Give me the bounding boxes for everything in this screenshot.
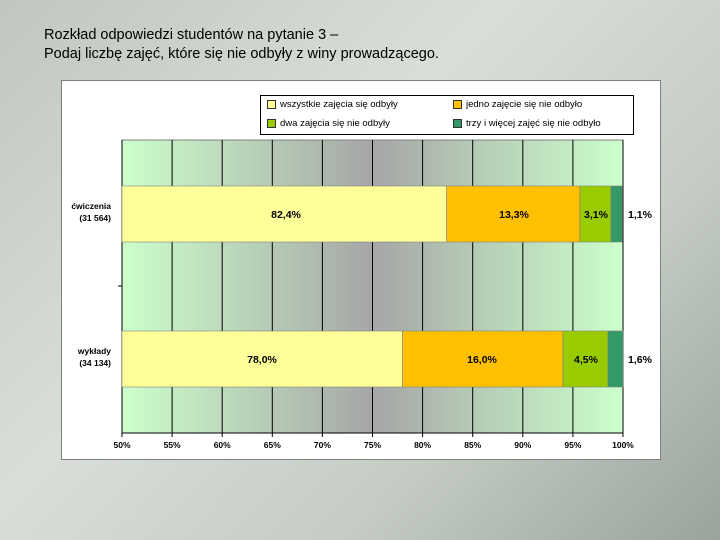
x-tick-label: 100% xyxy=(612,440,634,450)
category-label: wykłady xyxy=(77,346,111,356)
x-tick-label: 50% xyxy=(113,440,130,450)
data-label: 82,4% xyxy=(271,209,301,221)
bar-segment xyxy=(562,330,609,388)
bar-segment xyxy=(121,330,403,388)
x-tick-label: 95% xyxy=(564,440,581,450)
category-label: ćwiczenia xyxy=(71,201,111,211)
category-sublabel: (31 564) xyxy=(79,213,111,223)
legend-swatch xyxy=(453,119,462,128)
bar-segment xyxy=(579,185,612,243)
legend-label: jedno zajęcie się nie odbyło xyxy=(466,99,583,110)
data-label: 1,6% xyxy=(628,354,653,366)
slide-title-line-1: Rozkład odpowiedzi studentów na pytanie … xyxy=(44,27,339,43)
legend-item-three-plus-missed: trzy i więcej zajęć się nie odbyło xyxy=(453,118,601,129)
legend-label: dwa zajęcia się nie odbyły xyxy=(280,118,390,129)
legend-label: trzy i więcej zajęć się nie odbyło xyxy=(466,118,601,129)
slide-title-line-2: Podaj liczbę zajęć, które się nie odbyły… xyxy=(44,46,439,62)
x-tick-label: 80% xyxy=(414,440,431,450)
legend-item-two-missed: dwa zajęcia się nie odbyły xyxy=(267,118,390,129)
x-tick-label: 70% xyxy=(314,440,331,450)
x-tick-label: 60% xyxy=(214,440,231,450)
x-tick-label: 75% xyxy=(364,440,381,450)
legend-item-all-held: wszystkie zajęcia się odbyły xyxy=(267,99,398,110)
legend-swatch xyxy=(267,100,276,109)
legend-item-one-missed: jedno zajęcie się nie odbyło xyxy=(453,99,582,110)
data-label: 4,5% xyxy=(574,354,599,366)
data-label: 78,0% xyxy=(247,354,277,366)
legend-label: wszystkie zajęcia się odbyły xyxy=(280,99,398,110)
bar-segment xyxy=(121,185,447,243)
data-label: 13,3% xyxy=(499,209,529,221)
x-tick-label: 90% xyxy=(514,440,531,450)
data-label: 3,1% xyxy=(584,209,609,221)
x-tick-label: 55% xyxy=(164,440,181,450)
data-label: 16,0% xyxy=(467,354,497,366)
x-tick-label: 65% xyxy=(264,440,281,450)
data-label: 1,1% xyxy=(628,209,653,221)
category-sublabel: (34 134) xyxy=(79,358,111,368)
bar-segment xyxy=(607,330,624,388)
x-tick-label: 85% xyxy=(464,440,481,450)
legend-swatch xyxy=(267,119,276,128)
chart-legend: wszystkie zajęcia się odbyły jedno zajęc… xyxy=(260,95,634,135)
slide-title: Rozkład odpowiedzi studentów na pytanie … xyxy=(44,26,684,64)
legend-swatch xyxy=(453,100,462,109)
bar-segment xyxy=(402,330,564,388)
bar-segment xyxy=(610,185,623,243)
